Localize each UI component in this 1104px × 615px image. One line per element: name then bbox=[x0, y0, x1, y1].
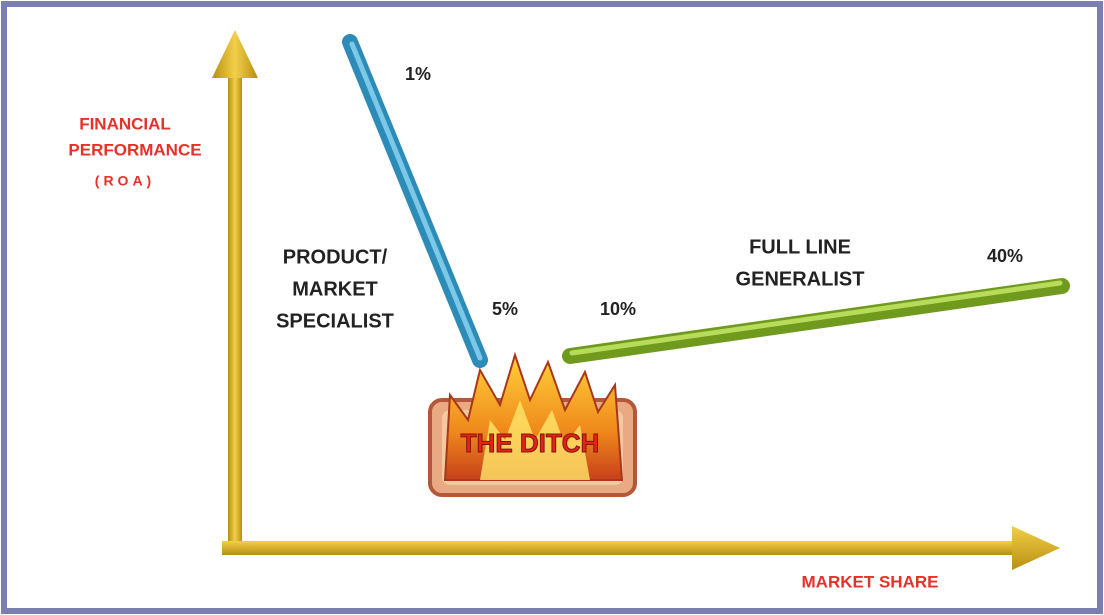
ditch-label: THE DITCH bbox=[461, 428, 600, 458]
x-axis-label: MARKET SHARE bbox=[802, 572, 939, 591]
specialist-label: MARKET bbox=[292, 278, 378, 300]
point-label: 10% bbox=[600, 299, 636, 319]
point-label: 40% bbox=[987, 246, 1023, 266]
y-axis-label: PERFORMANCE bbox=[68, 140, 201, 159]
point-label: 5% bbox=[492, 299, 518, 319]
y-axis-label: (ROA) bbox=[95, 173, 155, 189]
y-axis-label: FINANCIAL bbox=[79, 114, 171, 133]
generalist-label: GENERALIST bbox=[736, 268, 865, 290]
diagram: FINANCIAL PERFORMANCE (ROA) MARKET SHARE… bbox=[0, 0, 1104, 615]
point-label: 1% bbox=[405, 64, 431, 84]
specialist-label: PRODUCT/ bbox=[283, 246, 388, 268]
specialist-label: SPECIALIST bbox=[276, 310, 394, 332]
generalist-label: FULL LINE bbox=[749, 236, 851, 258]
